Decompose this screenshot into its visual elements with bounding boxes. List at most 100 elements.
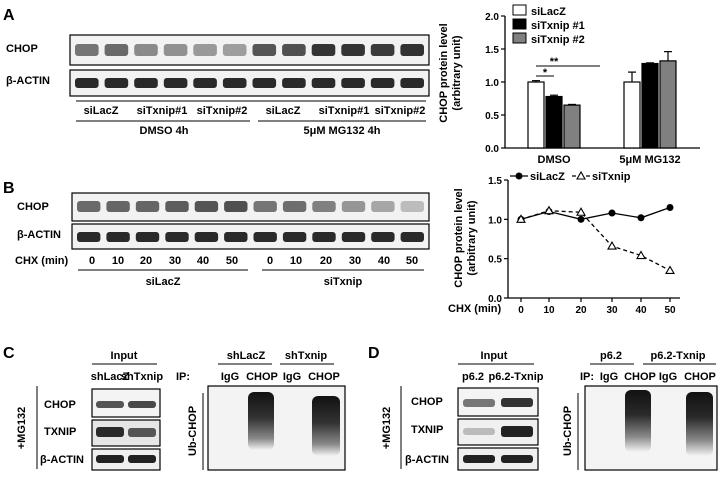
- blot-b-actin-band-11: [371, 232, 395, 242]
- c-input-lane-1: shLacZ: [91, 371, 130, 383]
- d-input-lane-2: p6.2-Txnip: [488, 371, 543, 383]
- panel-letter-d: D: [368, 345, 380, 362]
- blot-a-actin-band-6: [222, 78, 247, 88]
- blot-b-time-tick-6: 50: [226, 255, 238, 267]
- blot-b-actin-band-4: [165, 232, 189, 242]
- blot-b-chop-band-10: [341, 201, 366, 212]
- blot-b-actin-frame: [71, 223, 430, 250]
- chart-b-point-2-6: [665, 265, 675, 275]
- blot-a-group-2: 5μM MG132 4h: [303, 125, 380, 137]
- c-input-lane-2: shTxnip: [121, 371, 163, 383]
- d-ip-lane-1: IgG: [600, 371, 618, 383]
- d-row-chop: CHOP: [411, 396, 443, 408]
- d-actin-frame: [457, 447, 539, 471]
- d-side-label: +MG132: [381, 407, 393, 450]
- blot-a-actin-band-11: [370, 78, 395, 88]
- blot-a-chop-band-6: [222, 44, 247, 56]
- chart-b-legend-label-2: siTxnip: [592, 171, 631, 183]
- blot-b-time-tick-7: 0: [267, 255, 273, 267]
- blot-b-group-2: siTxnip: [324, 276, 363, 288]
- d-ip-blot: [584, 385, 718, 471]
- chart-a-ylabel-line-2: (arbitrary unit): [451, 35, 463, 111]
- chart-b-xtick-2: 10: [543, 305, 555, 316]
- panel-letter-b: B: [3, 180, 15, 197]
- blot-b-group-1: siLacZ: [146, 276, 181, 288]
- blot-a-lane-5: siTxnip#1: [319, 105, 370, 117]
- blot-a-row-actin: β-ACTIN: [6, 75, 50, 87]
- blot-a-chop-band-7: [252, 44, 277, 56]
- chart-a-ytick-5: 2.0: [485, 12, 499, 23]
- blot-b-time-tick-10: 30: [349, 255, 361, 267]
- chart-a-category-1: DMSO: [538, 154, 571, 166]
- c-ip-lane-2: CHOP: [246, 371, 278, 383]
- blot-b: [71, 192, 430, 250]
- blot-a-lane-2: siTxnip#1: [137, 105, 188, 117]
- chart-a-ytick-2: 0.5: [485, 111, 499, 122]
- blot-a-chop-band-2: [104, 44, 129, 56]
- blot-a-lane-6: siTxnip#2: [375, 105, 426, 117]
- chart-b-point-1-5: [637, 214, 645, 222]
- blot-b-time-tick-5: 40: [197, 255, 209, 267]
- c-actin-band-2: [128, 455, 156, 463]
- chart-a-bar-2-1: [545, 95, 563, 149]
- chart-b-ylabel-line-1: CHOP protein level: [453, 188, 465, 287]
- chart-a-legend-label-2: siTxnip #1: [531, 20, 585, 32]
- d-ip-prefix: IP:: [580, 371, 594, 383]
- blot-a-lane-4: siLacZ: [266, 105, 301, 117]
- d-ip-lane-3: IgG: [659, 371, 677, 383]
- blot-a-chop-band-10: [341, 44, 365, 56]
- chart-a-legend-label-3: siTxnip #2: [531, 34, 585, 46]
- chart-b-xtick-5: 40: [635, 305, 647, 316]
- blot-b-actin-band-6: [224, 232, 248, 242]
- blot-b-actin-band-7: [253, 232, 277, 242]
- blot-b-row-chop: CHOP: [17, 201, 49, 213]
- blot-b-time-tick-1: 0: [89, 255, 95, 267]
- blot-b-actin-band-1: [77, 232, 101, 242]
- blot-a-actin-band-3: [134, 78, 158, 88]
- c-ip-prefix: IP:: [176, 371, 190, 383]
- blot-b-time-tick-9: 20: [320, 255, 332, 267]
- d-smear-2: [686, 392, 713, 456]
- c-smear-2: [312, 396, 340, 456]
- blot-b-chop-band-6: [224, 201, 248, 212]
- chart-b-xtick-6: 50: [664, 305, 676, 316]
- blot-a-actin-band-9: [311, 78, 336, 88]
- blot-a-actin-band-8: [282, 78, 306, 88]
- chart-b-legend-marker-2: [576, 170, 586, 180]
- chart-b-xtick-3: 20: [575, 305, 587, 316]
- chart-a-sig-1: *: [543, 67, 548, 79]
- blot-b-chop-band-7: [253, 201, 277, 212]
- chart-b-ytick-1: 0.0: [488, 294, 502, 305]
- chart-a-ytick-4: 1.5: [485, 45, 499, 56]
- c-input-label: Input: [111, 350, 138, 362]
- c-ip-blot: [207, 385, 346, 471]
- blot-a-actin-frame: [69, 69, 430, 97]
- chart-a-legend-label-1: siLacZ: [531, 6, 566, 18]
- blot-a-chop-band-5: [193, 44, 217, 56]
- blot-a-actin-band-4: [163, 78, 188, 88]
- d-smear-1: [625, 390, 651, 452]
- chart-b-xtick-4: 30: [606, 305, 618, 316]
- chart-b-point-2-1: [516, 214, 526, 223]
- blot-b-actin-band-9: [312, 232, 336, 242]
- d-txnip-frame: [457, 418, 539, 446]
- chart-a-bar-2-2: [641, 62, 659, 149]
- blot-b-chop-band-4: [165, 201, 189, 212]
- chart-b-point-2-5: [636, 250, 646, 260]
- blot-a-chop-band-11: [370, 44, 395, 56]
- d-chop-band-1: [463, 399, 495, 407]
- chart-b-ytick-3: 1.0: [488, 215, 502, 226]
- chart-a: CHOP protein level (arbitrary unit) 0.0 0…: [438, 4, 700, 166]
- blot-b-time-tick-11: 40: [378, 255, 390, 267]
- blot-b-actin-band-12: [400, 232, 424, 242]
- c-txnip-band-1: [96, 427, 124, 437]
- chart-b-point-1-4: [608, 209, 616, 217]
- c-ip-lane-4: CHOP: [308, 371, 340, 383]
- chart-b-point-2-3: [576, 207, 586, 216]
- chart-a-legend-swatch-1: [512, 4, 527, 16]
- chart-b: CHOP protein level (arbitrary unit) CHX …: [448, 170, 680, 316]
- c-smear-1: [248, 392, 274, 450]
- chart-b-point-1-6: [666, 204, 674, 212]
- chart-b-series-line-1: [520, 206, 671, 220]
